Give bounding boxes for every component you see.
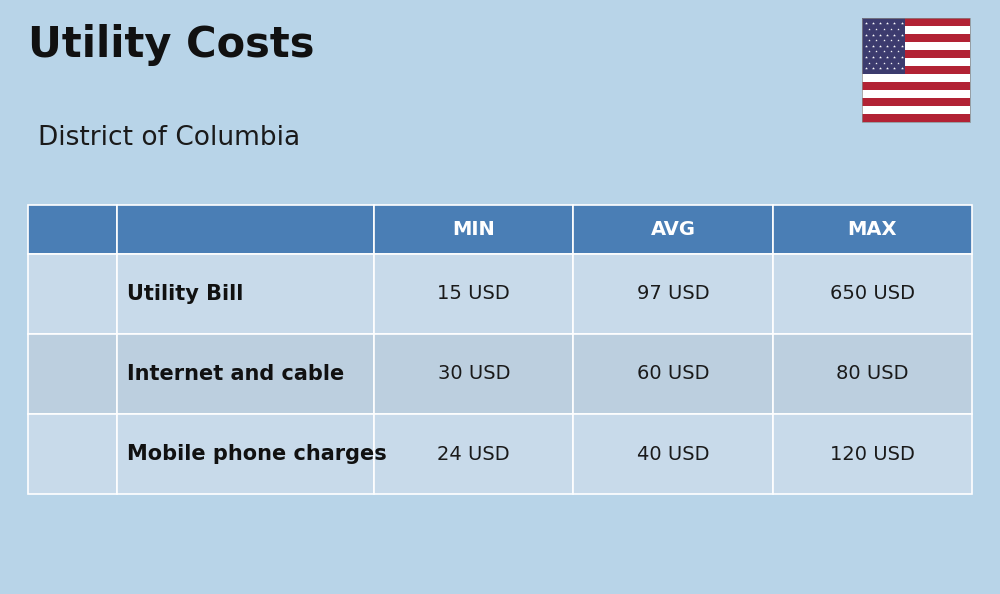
Text: Utility Costs: Utility Costs xyxy=(28,24,314,66)
FancyBboxPatch shape xyxy=(773,254,972,334)
Text: 650 USD: 650 USD xyxy=(830,285,915,303)
FancyBboxPatch shape xyxy=(39,345,106,403)
FancyBboxPatch shape xyxy=(862,18,970,26)
Text: Mobile phone charges: Mobile phone charges xyxy=(127,444,387,464)
FancyBboxPatch shape xyxy=(573,205,773,254)
FancyBboxPatch shape xyxy=(39,425,106,483)
FancyBboxPatch shape xyxy=(117,254,374,334)
FancyBboxPatch shape xyxy=(862,42,970,50)
FancyBboxPatch shape xyxy=(573,334,773,414)
FancyBboxPatch shape xyxy=(117,205,374,254)
FancyBboxPatch shape xyxy=(862,82,970,90)
Text: MIN: MIN xyxy=(452,220,495,239)
FancyBboxPatch shape xyxy=(374,414,573,494)
FancyBboxPatch shape xyxy=(862,98,970,106)
FancyBboxPatch shape xyxy=(28,414,117,494)
Text: 30 USD: 30 USD xyxy=(438,365,510,383)
FancyBboxPatch shape xyxy=(117,334,374,414)
FancyBboxPatch shape xyxy=(28,254,117,334)
FancyBboxPatch shape xyxy=(117,414,374,494)
Text: MAX: MAX xyxy=(848,220,897,239)
Text: 60 USD: 60 USD xyxy=(637,365,709,383)
FancyBboxPatch shape xyxy=(862,58,970,66)
FancyBboxPatch shape xyxy=(773,414,972,494)
Text: District of Columbia: District of Columbia xyxy=(38,125,300,151)
FancyBboxPatch shape xyxy=(862,66,970,74)
FancyBboxPatch shape xyxy=(862,114,970,122)
FancyBboxPatch shape xyxy=(862,18,905,74)
FancyBboxPatch shape xyxy=(862,50,970,58)
FancyBboxPatch shape xyxy=(573,414,773,494)
FancyBboxPatch shape xyxy=(28,334,117,414)
FancyBboxPatch shape xyxy=(39,265,106,323)
FancyBboxPatch shape xyxy=(862,74,970,82)
Text: 40 USD: 40 USD xyxy=(637,445,709,463)
FancyBboxPatch shape xyxy=(862,106,970,114)
FancyBboxPatch shape xyxy=(28,205,117,254)
Text: Internet and cable: Internet and cable xyxy=(127,364,344,384)
Text: 24 USD: 24 USD xyxy=(437,445,510,463)
Text: AVG: AVG xyxy=(651,220,696,239)
FancyBboxPatch shape xyxy=(862,90,970,98)
FancyBboxPatch shape xyxy=(773,334,972,414)
Text: 97 USD: 97 USD xyxy=(637,285,709,303)
FancyBboxPatch shape xyxy=(862,34,970,42)
FancyBboxPatch shape xyxy=(374,205,573,254)
FancyBboxPatch shape xyxy=(374,254,573,334)
Text: 120 USD: 120 USD xyxy=(830,445,915,463)
Text: 15 USD: 15 USD xyxy=(437,285,510,303)
FancyBboxPatch shape xyxy=(374,334,573,414)
Text: 80 USD: 80 USD xyxy=(836,365,909,383)
FancyBboxPatch shape xyxy=(773,205,972,254)
Text: Utility Bill: Utility Bill xyxy=(127,284,244,304)
FancyBboxPatch shape xyxy=(573,254,773,334)
FancyBboxPatch shape xyxy=(862,26,970,34)
